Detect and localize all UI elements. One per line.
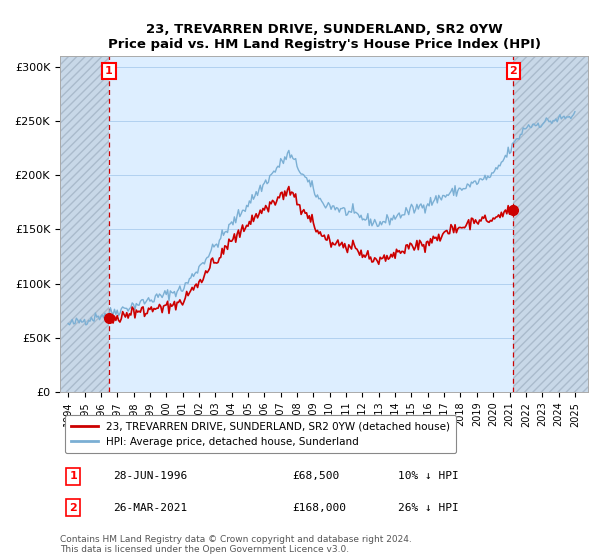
Legend: 23, TREVARREN DRIVE, SUNDERLAND, SR2 0YW (detached house), HPI: Average price, d: 23, TREVARREN DRIVE, SUNDERLAND, SR2 0YW… (65, 415, 456, 453)
Title: 23, TREVARREN DRIVE, SUNDERLAND, SR2 0YW
Price paid vs. HM Land Registry's House: 23, TREVARREN DRIVE, SUNDERLAND, SR2 0YW… (107, 22, 541, 50)
Text: 2: 2 (70, 503, 77, 513)
Text: Contains HM Land Registry data © Crown copyright and database right 2024.
This d: Contains HM Land Registry data © Crown c… (60, 535, 412, 554)
Text: 26% ↓ HPI: 26% ↓ HPI (398, 503, 458, 513)
Text: 10% ↓ HPI: 10% ↓ HPI (398, 472, 458, 482)
Text: 1: 1 (105, 66, 113, 76)
Text: 26-MAR-2021: 26-MAR-2021 (113, 503, 187, 513)
Text: £168,000: £168,000 (292, 503, 346, 513)
Text: 28-JUN-1996: 28-JUN-1996 (113, 472, 187, 482)
Text: 2: 2 (509, 66, 517, 76)
Text: £68,500: £68,500 (292, 472, 340, 482)
Text: 1: 1 (70, 472, 77, 482)
